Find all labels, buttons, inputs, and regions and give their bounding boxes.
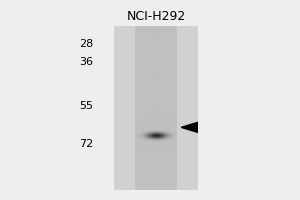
Text: 72: 72 xyxy=(79,139,93,149)
Title: NCI-H292: NCI-H292 xyxy=(126,10,186,23)
Text: 55: 55 xyxy=(79,101,93,111)
Polygon shape xyxy=(181,121,202,134)
Text: 28: 28 xyxy=(79,39,93,49)
Text: 36: 36 xyxy=(79,57,93,67)
